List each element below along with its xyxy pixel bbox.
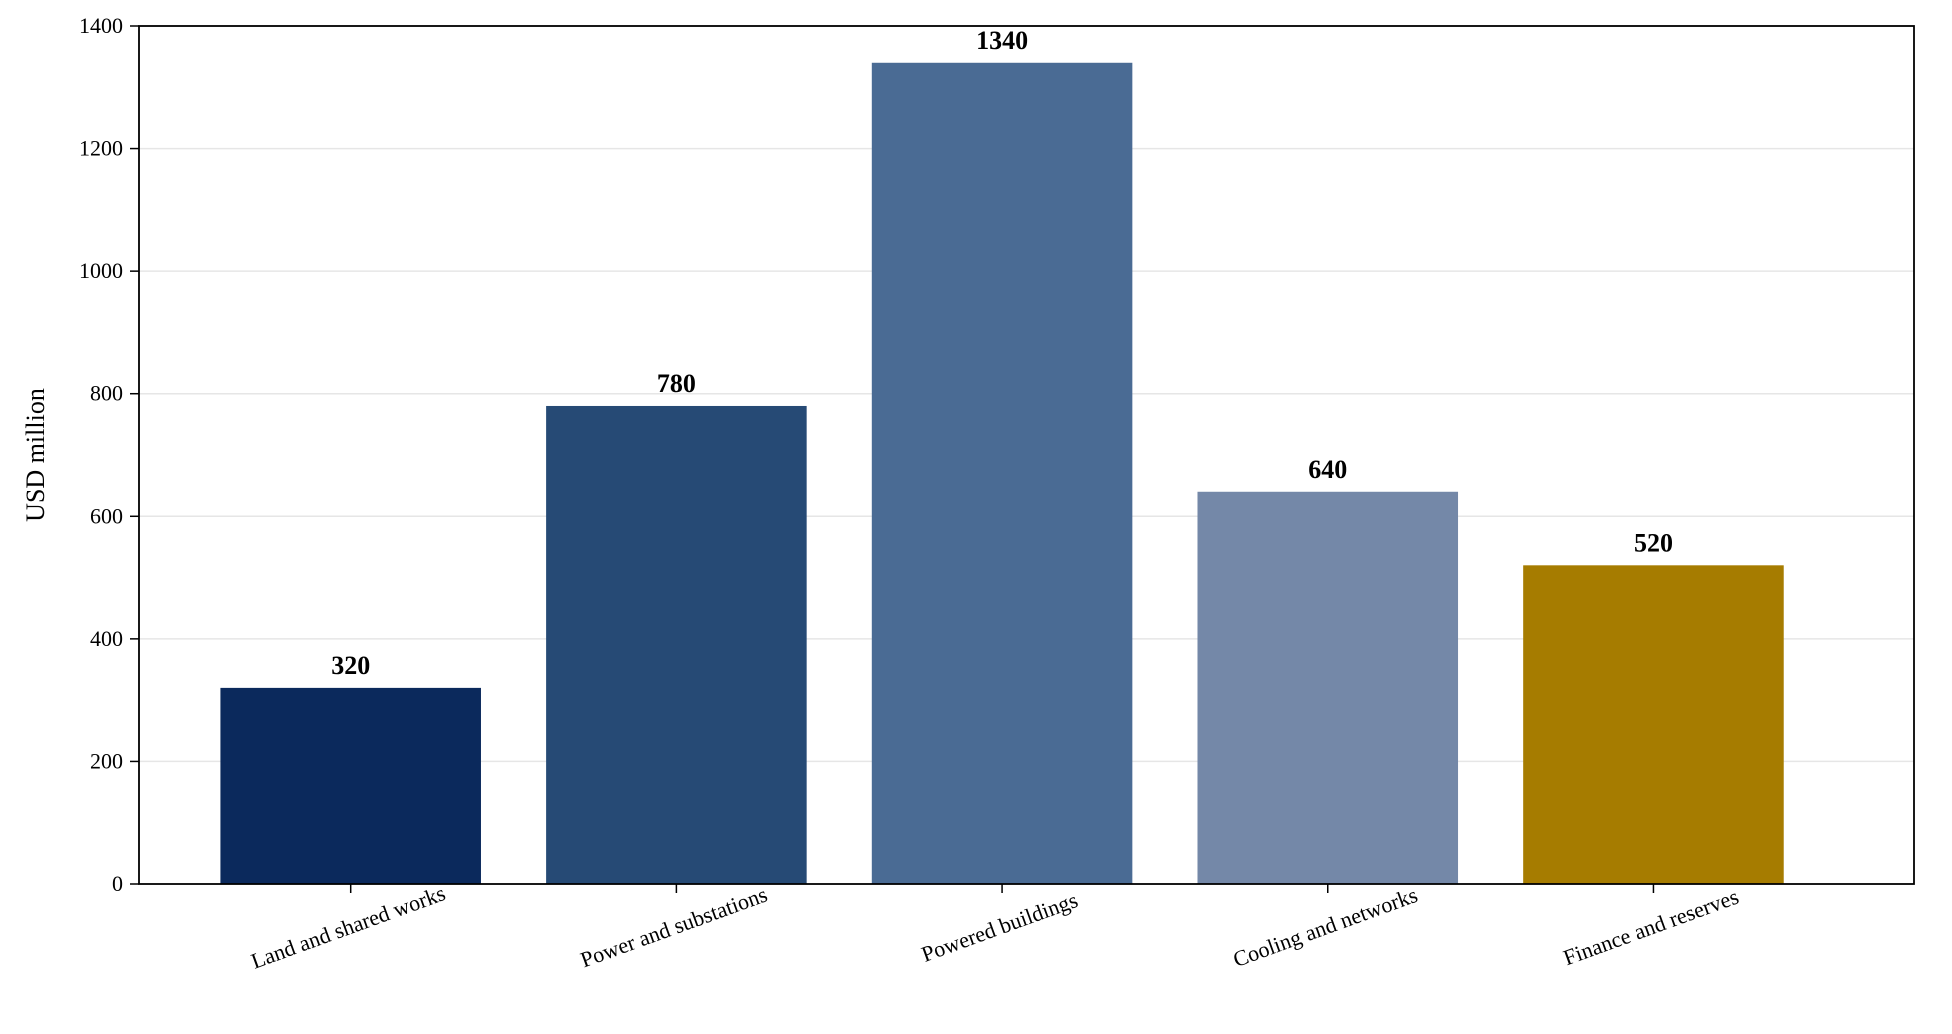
y-tick-label-1400: 1400	[79, 13, 123, 38]
x-tick-label-1: Power and substations	[577, 882, 770, 973]
bar-value-label-2: 1340	[976, 26, 1028, 55]
y-tick-label-0: 0	[112, 871, 123, 896]
bar-value-label-4: 520	[1634, 528, 1673, 557]
bar-0	[220, 687, 481, 884]
bar-value-label-0: 320	[331, 651, 370, 680]
bar-1	[546, 405, 807, 884]
x-tick-label-4: Finance and reserves	[1560, 884, 1742, 971]
plot-frame	[138, 25, 1915, 885]
y-tick-label-800: 800	[90, 381, 123, 406]
y-tick-label-600: 600	[90, 503, 123, 528]
x-tick-label-0: Land and shared works	[248, 880, 449, 973]
x-tick-label-2: Powered buildings	[918, 887, 1081, 967]
bar-2	[871, 62, 1133, 885]
axes	[130, 25, 1915, 893]
bar-4	[1523, 565, 1784, 884]
y-tick-label-200: 200	[90, 748, 123, 773]
bars	[220, 62, 1784, 885]
bar-value-label-1: 780	[657, 369, 696, 398]
y-axis-title: USD million	[21, 388, 50, 522]
y-tick-label-1000: 1000	[79, 258, 123, 283]
bar-value-label-3: 640	[1308, 455, 1347, 484]
bar-3	[1197, 491, 1459, 884]
y-tick-label-400: 400	[90, 626, 123, 651]
x-tick-label-3: Cooling and networks	[1230, 882, 1421, 972]
y-tick-label-1200: 1200	[79, 136, 123, 161]
